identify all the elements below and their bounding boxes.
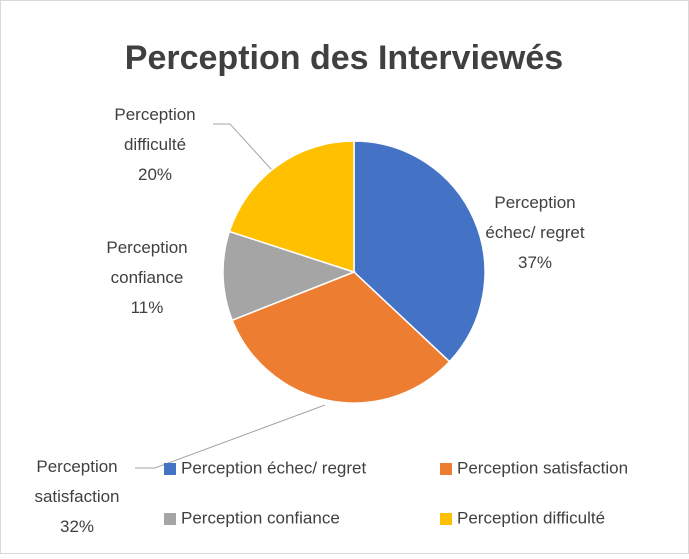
label-category: Perception difficulté: [114, 105, 196, 154]
legend-label: Perception satisfaction: [457, 458, 628, 477]
pie-slice: [353, 140, 486, 363]
label-value: 20%: [137, 165, 173, 184]
legend-swatch: [164, 463, 176, 475]
label-value: 11%: [130, 298, 164, 317]
data-label-text: Perception satisfaction 32%: [27, 452, 127, 542]
legend-swatch: [440, 463, 452, 475]
data-label-text: Perception confiance 11%: [97, 233, 197, 323]
leader-line: [213, 123, 291, 191]
leader-line: [135, 404, 326, 469]
data-label-text: Perception difficulté 20%: [105, 100, 205, 190]
legend-label: Perception échec/ regret: [181, 458, 366, 477]
label-category: Perception échec/ regret: [485, 193, 585, 242]
label-value: 32%: [59, 517, 95, 536]
legend-swatch: [164, 513, 176, 525]
data-label-text: Perception échec/ regret 37%: [485, 188, 585, 278]
data-label: Perception confiance 11%: [97, 233, 197, 323]
data-label: Perception échec/ regret 37%: [485, 188, 585, 278]
label-category: Perception confiance: [106, 238, 188, 287]
data-label: Perception satisfaction 32%: [27, 452, 127, 542]
data-label: Perception difficulté 20%: [105, 100, 205, 190]
legend-label: Perception difficulté: [457, 508, 605, 527]
legend-label: Perception confiance: [181, 508, 340, 527]
pie-slice: [222, 230, 357, 322]
legend-swatch: [440, 513, 452, 525]
pie-slice: [231, 271, 451, 404]
label-category: Perception satisfaction: [34, 457, 120, 506]
chart-title: Perception des Interviewés: [125, 39, 563, 77]
label-value: 37%: [517, 253, 553, 272]
pie-slice: [228, 140, 355, 274]
